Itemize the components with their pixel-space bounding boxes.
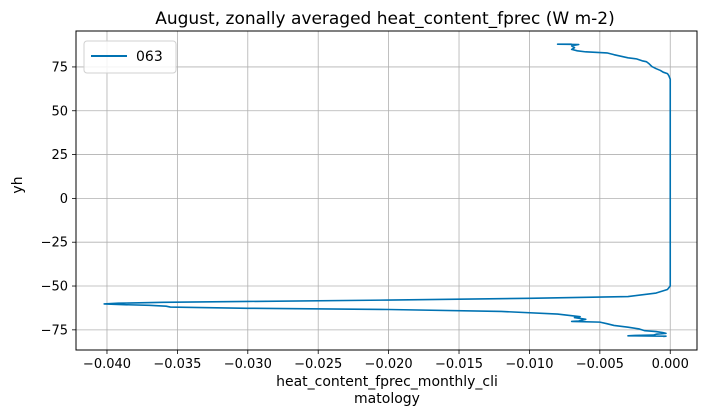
grid [76, 31, 697, 350]
x-tick-label: −0.035 [153, 357, 201, 372]
x-tick-label: −0.030 [224, 357, 272, 372]
y-tick-label: −25 [41, 236, 68, 251]
x-tick-label: −0.015 [435, 357, 483, 372]
y-tick-label: 75 [51, 60, 68, 75]
x-tick-label: −0.010 [505, 357, 553, 372]
legend-box [83, 40, 177, 74]
y-tick-label: −50 [41, 280, 68, 295]
y-tick-label: 0 [60, 192, 68, 207]
x-tick-label: −0.005 [576, 357, 624, 372]
x-tick-label: −0.040 [83, 357, 131, 372]
y-tick-label: −75 [41, 323, 68, 338]
series-line-063 [103, 43, 672, 338]
plot-frame [75, 30, 698, 351]
y-axis-label: yh [10, 176, 26, 193]
x-tick-label: −0.025 [294, 357, 342, 372]
y-tick-label: 25 [51, 148, 68, 163]
chart-title: August, zonally averaged heat_content_fp… [155, 9, 615, 29]
x-axis-label-line-2: matology [354, 391, 420, 407]
x-tick-label: 0.000 [652, 357, 689, 372]
x-tick-label: −0.020 [365, 357, 413, 372]
x-axis-label-line-1: heat_content_fprec_monthly_cli [276, 374, 498, 390]
legend-label-063: 063 [136, 49, 163, 65]
legend: 063 [83, 40, 177, 74]
series-layer [103, 43, 672, 338]
ticks: −0.040 −0.035 −0.030 −0.025 −0.020 −0.015 −0.0… [41, 60, 689, 372]
y-tick-label: 50 [51, 104, 68, 119]
